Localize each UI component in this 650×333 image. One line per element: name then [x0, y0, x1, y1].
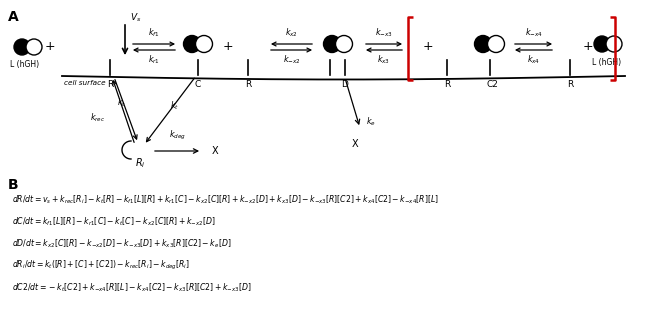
- Circle shape: [324, 36, 341, 53]
- Text: +: +: [45, 41, 55, 54]
- Text: $dR/dt = v_s + k_{rec}[R_i] - k_t[R] - k_{f1}[L][R] + k_{r1}[C] - k_{x2}[C][R] +: $dR/dt = v_s + k_{rec}[R_i] - k_t[R] - k…: [12, 193, 439, 205]
- Circle shape: [26, 39, 42, 55]
- Circle shape: [606, 36, 622, 52]
- Circle shape: [14, 39, 30, 55]
- Circle shape: [196, 36, 213, 53]
- Text: $R_i$: $R_i$: [135, 156, 146, 170]
- Text: $k_{x3}$: $k_{x3}$: [378, 54, 391, 67]
- Text: cell surface: cell surface: [64, 80, 105, 86]
- Text: C: C: [195, 80, 201, 89]
- Text: +: +: [582, 41, 593, 54]
- Text: $k_{f1}$: $k_{f1}$: [148, 27, 160, 39]
- Text: R: R: [107, 80, 113, 89]
- Text: A: A: [8, 10, 19, 24]
- Text: $k_{x2}$: $k_{x2}$: [285, 27, 298, 39]
- Text: L (hGH): L (hGH): [10, 60, 40, 69]
- Text: $k_t$: $k_t$: [170, 100, 179, 112]
- Text: L (hGH): L (hGH): [592, 58, 621, 67]
- Text: $k_e$: $k_e$: [366, 116, 376, 128]
- Text: $k_{-x3}$: $k_{-x3}$: [375, 27, 393, 39]
- Text: $k_{x4}$: $k_{x4}$: [527, 54, 540, 67]
- Text: $dD/dt = k_{x2}[C][R] - k_{-x2}[D] - k_{-x3}[D] + k_{x3}[R][C2] - k_e[D]$: $dD/dt = k_{x2}[C][R] - k_{-x2}[D] - k_{…: [12, 237, 231, 249]
- Text: $dR_i/dt = k_t([R] + [C] +[C2]) - k_{rec}[R_i] - k_{deg}[R_i]$: $dR_i/dt = k_t([R] + [C] +[C2]) - k_{rec…: [12, 259, 190, 272]
- Text: +: +: [223, 41, 233, 54]
- Text: $V_s$: $V_s$: [130, 12, 141, 25]
- Circle shape: [594, 36, 610, 52]
- Circle shape: [488, 36, 504, 53]
- Text: $k_{rec}$: $k_{rec}$: [90, 112, 106, 124]
- Text: $k_{deg}$: $k_{deg}$: [168, 129, 185, 142]
- Circle shape: [335, 36, 352, 53]
- Circle shape: [474, 36, 491, 53]
- Text: $k_{-x2}$: $k_{-x2}$: [283, 54, 300, 67]
- Text: $dC2/dt = -k_t[C2] + k_{-x4}[R][L] - k_{x4}[C2] - k_{x3}[R][C2] + k_{-x3}[D]$: $dC2/dt = -k_t[C2] + k_{-x4}[R][L] - k_{…: [12, 281, 252, 293]
- Text: R: R: [444, 80, 450, 89]
- Text: $dC/dt = k_{f1}[L][R] - k_{r1}[C] - k_t[C] - k_{x2}[C][R] + k_{-x2}[D]$: $dC/dt = k_{f1}[L][R] - k_{r1}[C] - k_t[…: [12, 215, 216, 227]
- Text: X: X: [212, 146, 218, 156]
- Text: $k_{r1}$: $k_{r1}$: [148, 54, 160, 67]
- Text: C2: C2: [486, 80, 498, 89]
- Text: R: R: [245, 80, 251, 89]
- Text: X: X: [352, 139, 358, 149]
- Circle shape: [183, 36, 200, 53]
- Text: +: +: [422, 41, 434, 54]
- Text: R: R: [567, 80, 573, 89]
- Text: $k_t$: $k_t$: [118, 97, 127, 109]
- Text: B: B: [8, 178, 19, 192]
- Text: D: D: [341, 80, 348, 89]
- Text: $k_{-x4}$: $k_{-x4}$: [525, 27, 543, 39]
